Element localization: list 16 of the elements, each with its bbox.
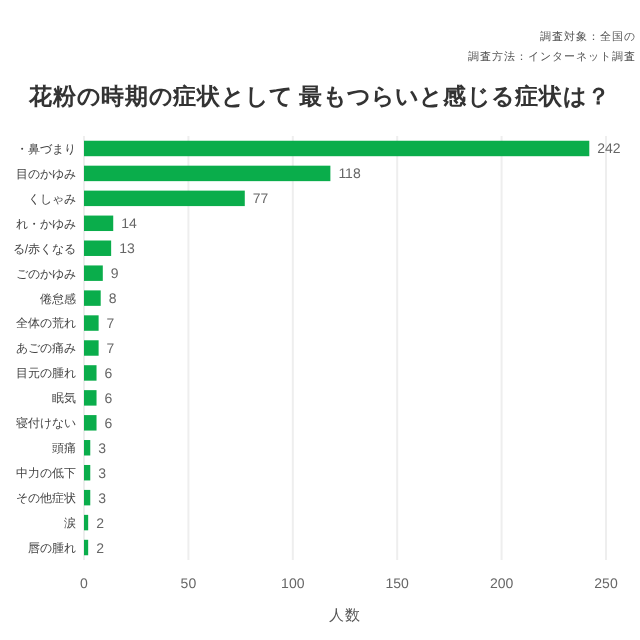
chart-title: 花粉の時期の症状として 最もつらいと感じる症状は？ <box>26 82 612 110</box>
bar <box>84 489 91 506</box>
bar <box>84 464 91 481</box>
bar <box>84 140 590 157</box>
bar <box>84 340 99 356</box>
bar <box>84 290 101 306</box>
bar <box>84 265 103 281</box>
bar <box>84 390 97 406</box>
bar <box>84 215 114 232</box>
bar <box>84 165 331 182</box>
bar <box>84 190 245 207</box>
bar <box>84 365 97 381</box>
bar <box>84 315 99 331</box>
bar <box>84 240 112 256</box>
bar <box>84 415 97 431</box>
bar <box>84 440 91 456</box>
